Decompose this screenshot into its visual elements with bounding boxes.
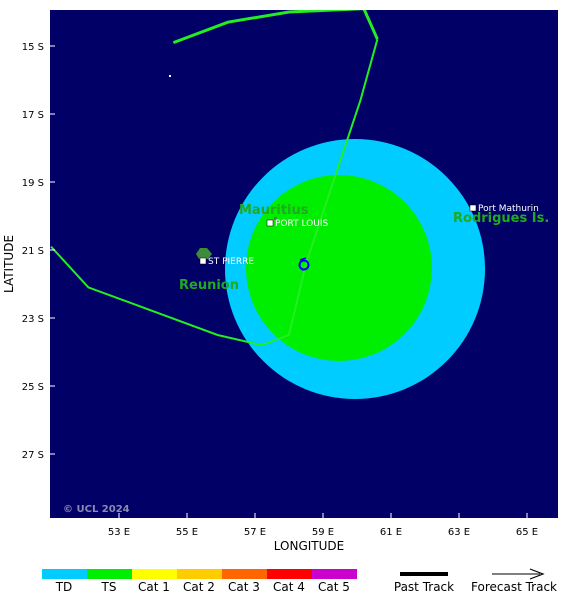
y-tick-label: 21 S (22, 246, 44, 257)
storm-center-icon (298, 257, 310, 271)
legend-label-cat-3: Cat 3 (228, 580, 260, 594)
legend-label-cat-4: Cat 4 (273, 580, 305, 594)
tiny-island (169, 75, 171, 77)
x-tick-label: 59 E (312, 527, 334, 538)
mauritius-island (274, 217, 277, 220)
y-axis-title: LATITUDE (2, 235, 16, 293)
x-axis-ticks: 53 E 55 E 57 E 59 E 61 E 63 E 65 E (108, 513, 538, 538)
y-axis-ticks: 15 S 17 S 19 S 21 S 23 S 25 S 27 S (22, 42, 55, 461)
y-tick-label: 25 S (22, 382, 44, 393)
legend-swatch-ts (87, 569, 132, 579)
legend-label-ts: TS (101, 580, 117, 594)
legend-label-cat-5: Cat 5 (318, 580, 350, 594)
legend-swatch-td (42, 569, 87, 579)
label-port-louis: PORT LOUIS (275, 219, 328, 229)
y-tick-label: 19 S (22, 178, 44, 189)
reunion-island (196, 248, 212, 259)
x-tick-label: 63 E (448, 527, 470, 538)
port-louis-marker (266, 219, 274, 227)
x-axis-title: LONGITUDE (274, 539, 344, 553)
legend-label-cat-2: Cat 2 (183, 580, 215, 594)
past-track-west (50, 245, 290, 347)
legend-swatch-cat-4 (267, 569, 312, 579)
forecast-arrow-icon (529, 568, 545, 580)
y-tick-label: 27 S (22, 450, 44, 461)
x-tick-label: 57 E (244, 527, 266, 538)
legend-label-cat-1: Cat 1 (138, 580, 170, 594)
label-port-mathurin: Port Mathurin (478, 204, 539, 214)
x-tick-label: 55 E (176, 527, 198, 538)
label-st-pierre: ST PIERRE (208, 257, 254, 267)
legend-swatch-cat-2 (177, 569, 222, 579)
x-tick-label: 61 E (380, 527, 402, 538)
past-track-north (172, 10, 379, 45)
x-tick-label: 65 E (516, 527, 538, 538)
wind-radius-50kt (246, 175, 432, 361)
y-tick-label: 17 S (22, 110, 44, 121)
legend-swatch-cat-3 (222, 569, 267, 579)
forecast-track-legend-label: Forecast Track (471, 580, 557, 594)
copyright-text: © UCL 2024 (63, 504, 130, 515)
y-tick-label: 15 S (22, 42, 44, 53)
label-rodrigues: Rodrigues Is. (453, 211, 549, 226)
label-mauritius: Mauritius (239, 203, 309, 218)
legend-label-td: TD (55, 580, 73, 594)
category-legend: TD TS Cat 1 Cat 2 Cat 3 Cat 4 Cat 5 (42, 569, 357, 594)
x-tick-label: 53 E (108, 527, 130, 538)
legend-swatch-cat-1 (132, 569, 177, 579)
label-reunion: Reunion (179, 278, 239, 293)
port-mathurin-marker (469, 204, 477, 212)
past-track-legend-label: Past Track (394, 580, 454, 594)
st-pierre-marker (199, 257, 207, 265)
legend-swatch-cat-5 (312, 569, 357, 579)
y-tick-label: 23 S (22, 314, 44, 325)
past-track-south (288, 38, 379, 336)
